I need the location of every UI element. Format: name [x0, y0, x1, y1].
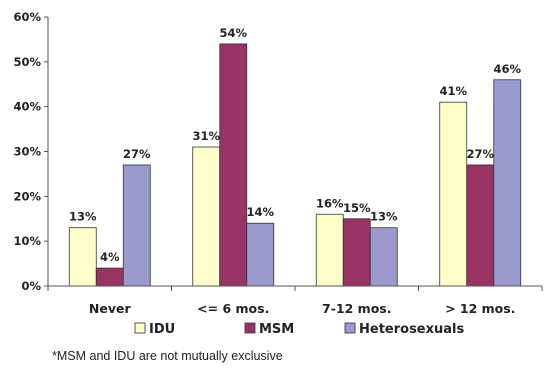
bar-value-label: 46%: [493, 62, 521, 76]
bar-value-label: 54%: [219, 26, 247, 40]
x-tick-label: > 12 mos.: [445, 301, 515, 316]
bar: [122, 164, 151, 287]
bar: [68, 227, 97, 287]
bar-value-label: 27%: [123, 147, 151, 161]
legend-swatch: [244, 322, 256, 334]
bar: [315, 213, 344, 287]
bars: 13% 31% 16% 41% 4% 54% 15% 27% 27% 14% 13% 46%: [68, 26, 522, 287]
y-tick-label: 10%: [13, 234, 41, 248]
bar: [369, 227, 398, 287]
bar-value-label: 13%: [69, 210, 97, 224]
legend-swatch: [344, 322, 356, 334]
legend: IDU MSM Heterosexuals: [134, 322, 464, 337]
y-tick-label: 40%: [13, 100, 41, 114]
y-tick-label: 20%: [13, 189, 41, 203]
bar-chart: 0% 10% 20% 30% 40% 50% 60% 13% 31% 16% 41% 4% 54% 15…: [13, 10, 543, 337]
bar-value-label: 14%: [246, 205, 274, 219]
bar: [192, 146, 221, 287]
bar-value-label: 4%: [100, 250, 120, 264]
x-axis: Never <= 6 mos. 7-12 mos. > 12 mos.: [47, 285, 543, 316]
bar-value-label: 41%: [439, 84, 467, 98]
bar: [246, 222, 275, 287]
legend-label: IDU: [149, 322, 175, 337]
bar-value-label: 13%: [370, 210, 398, 224]
x-tick-label: 7-12 mos.: [322, 301, 391, 316]
bar: [493, 79, 522, 287]
bar-value-label: 15%: [343, 201, 371, 215]
legend-label: MSM: [259, 322, 294, 337]
bar: [342, 218, 371, 287]
bar: [95, 267, 124, 287]
y-tick-label: 30%: [13, 145, 41, 159]
y-axis: 0% 10% 20% 30% 40% 50% 60%: [13, 10, 49, 293]
bar-value-label: 31%: [192, 129, 220, 143]
bar-value-label: 27%: [466, 147, 494, 161]
y-tick-label: 50%: [13, 55, 41, 69]
bar: [466, 164, 495, 287]
bar-value-label: 16%: [316, 196, 344, 210]
bar: [439, 101, 468, 287]
bar: [219, 43, 248, 287]
y-tick-label: 0%: [21, 279, 41, 293]
y-tick-label: 60%: [13, 10, 41, 24]
legend-swatch: [134, 322, 146, 334]
footnote: *MSM and IDU are not mutually exclusive: [52, 349, 283, 363]
x-tick-label: Never: [89, 301, 132, 316]
legend-label: Heterosexuals: [359, 322, 464, 337]
x-tick-label: <= 6 mos.: [197, 301, 269, 316]
